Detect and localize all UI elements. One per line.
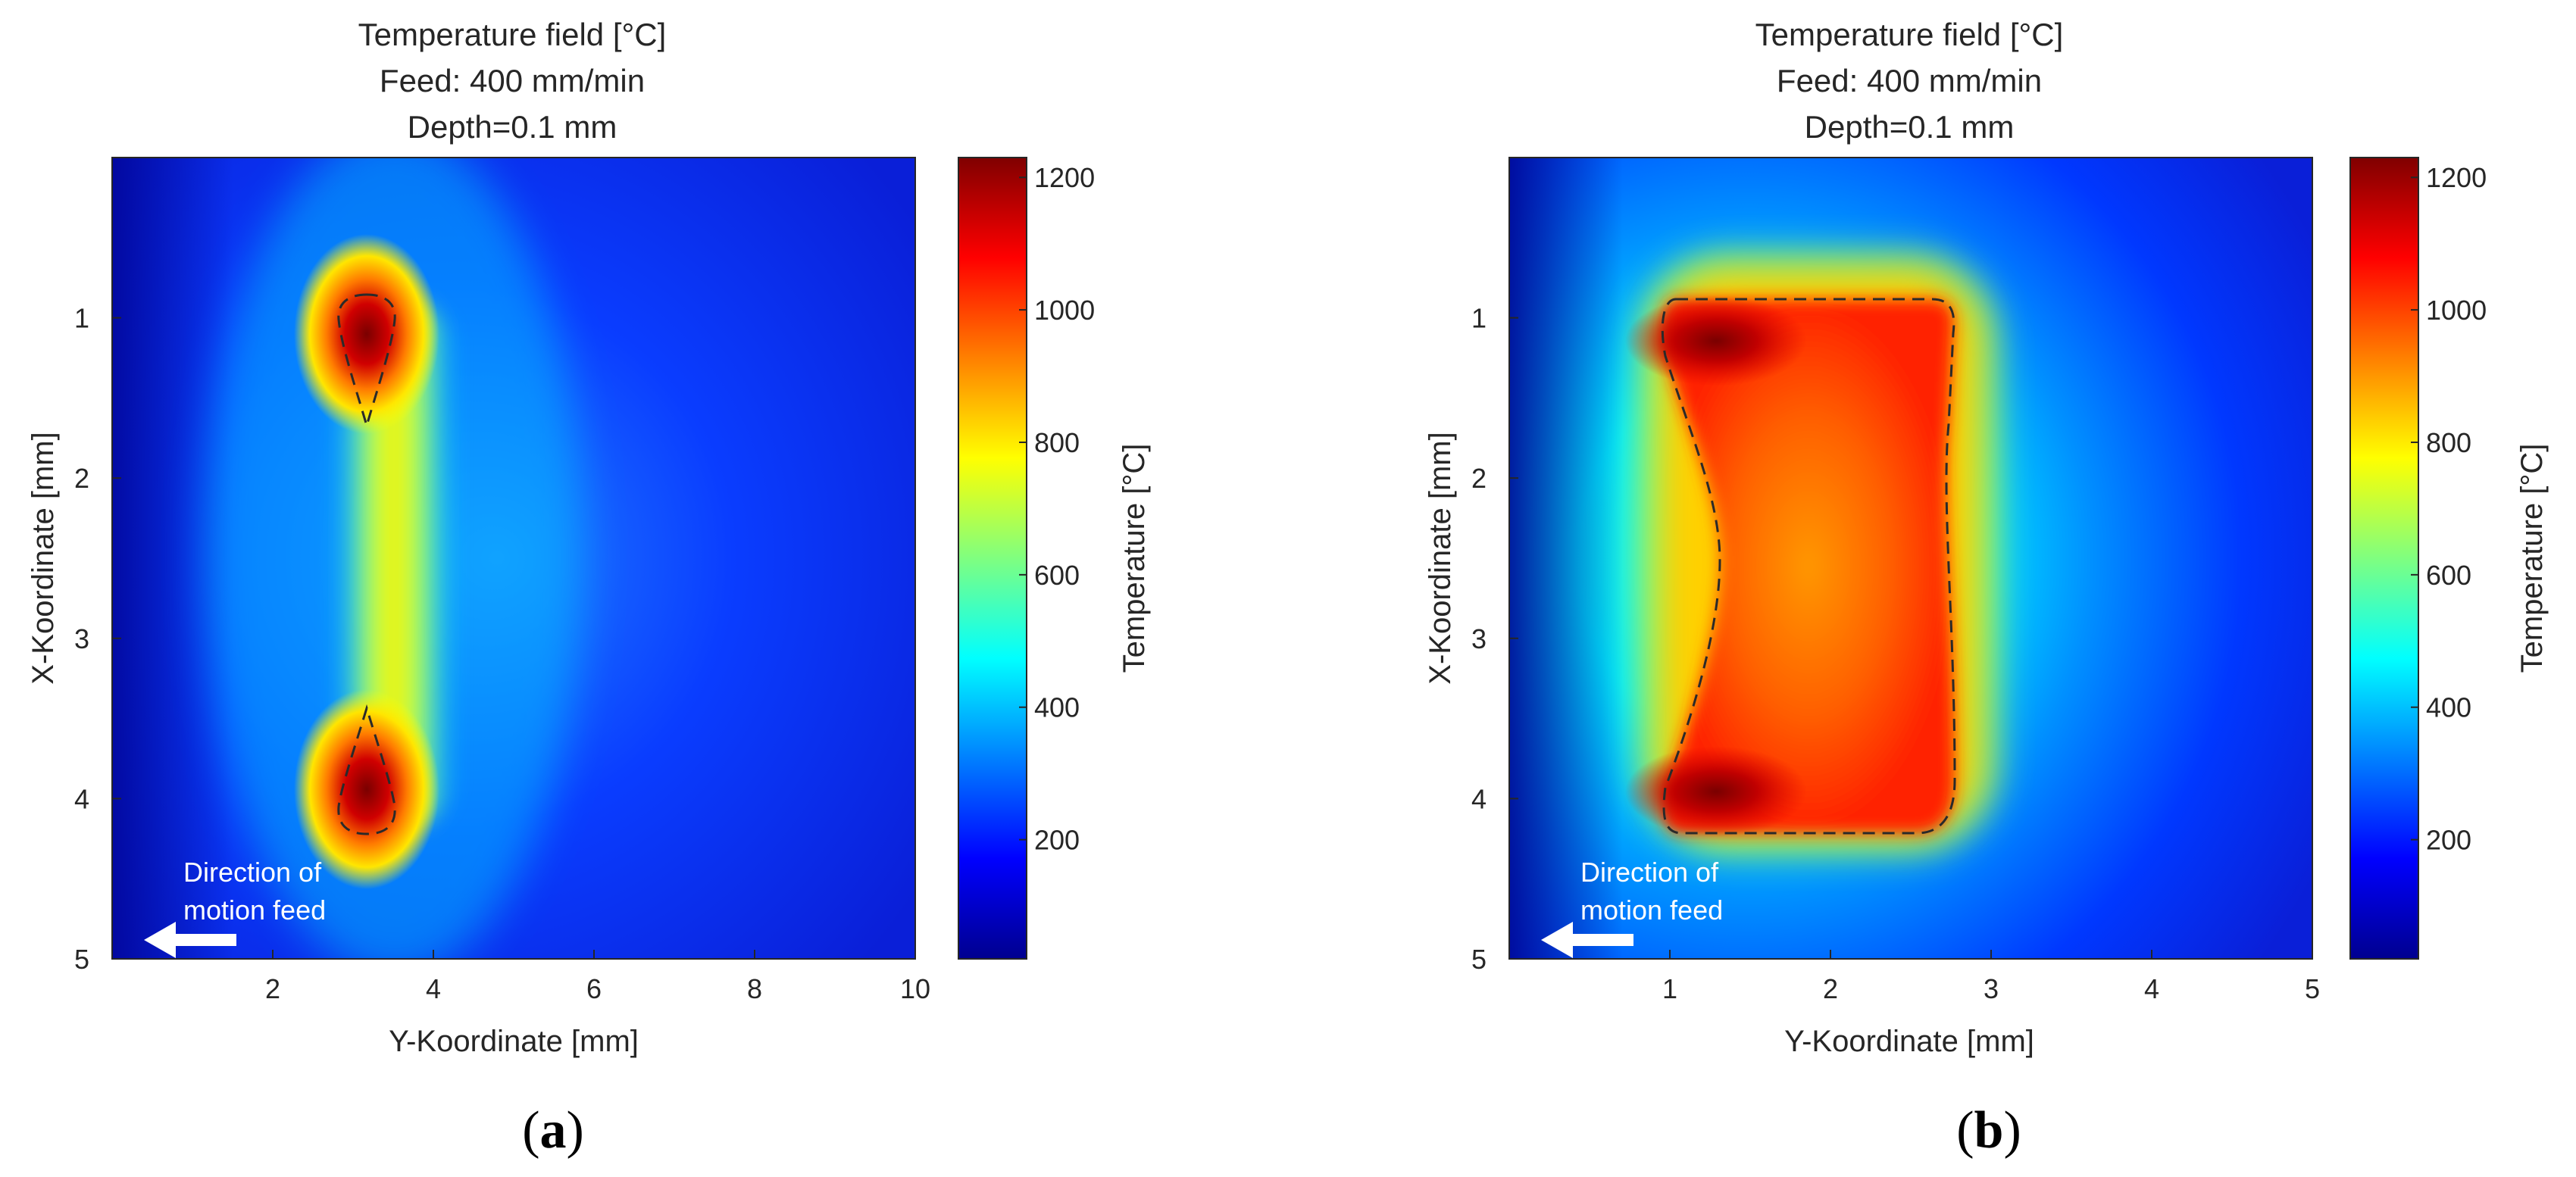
colorbar-tick-label: 400: [2426, 692, 2471, 723]
melt-region: [1662, 299, 1955, 833]
hot-spot-upper: [1625, 295, 1807, 386]
y-axis-ticks: 1 2 3 4 5: [74, 303, 121, 975]
hot-spot-lower: [1625, 746, 1807, 837]
x-tick-label: 1: [1662, 973, 1677, 1004]
x-tick-label: 2: [265, 973, 280, 1004]
motion-direction-label-line-2: motion feed: [1580, 894, 1723, 926]
x-tick-label: 2: [1823, 973, 1838, 1004]
y-axis-ticks: 1 2 3 4 5: [1471, 303, 1518, 975]
colorbar-tick-label: 1000: [2426, 295, 2487, 326]
chart-title-line-1: Temperature field [°C]: [358, 17, 667, 52]
x-axis-ticks: 2 4 6 8 10: [265, 950, 930, 1004]
x-axis-ticks: 1 2 3 4 5: [1662, 950, 2320, 1004]
y-tick-label: 5: [1471, 944, 1487, 975]
motion-direction-label-line-2: motion feed: [183, 894, 326, 926]
y-tick-label: 5: [74, 944, 89, 975]
melt-contour-lower: [337, 704, 396, 835]
y-tick-label: 4: [74, 783, 89, 814]
colorbar-tick-label: 800: [1034, 427, 1080, 458]
motion-direction-arrow: [1541, 922, 1633, 958]
chart-title-line-2: Feed: 400 mm/min: [380, 63, 645, 98]
colorbar-tick-label: 800: [2426, 427, 2471, 458]
heatmap-plot-area: Direction of motion feed: [112, 158, 915, 959]
motion-direction-label-line-1: Direction of: [183, 857, 322, 888]
colorbar-ticks: 200 400 600 800 1000 1200: [2411, 162, 2487, 856]
colorbar-ticks: 200 400 600 800 1000 1200: [1019, 162, 1095, 856]
x-tick-label: 6: [586, 973, 602, 1004]
temperature-field-chart-b: Temperature field [°C] Feed: 400 mm/min …: [1424, 17, 2549, 1160]
melt-contour: [1661, 298, 1956, 835]
motion-direction-label-line-1: Direction of: [1580, 857, 1719, 888]
colorbar-label: Temperature [°C]: [1118, 444, 1151, 673]
y-tick-label: 3: [74, 623, 89, 654]
chart-title-line-3: Depth=0.1 mm: [1805, 109, 2015, 145]
panel-label: (b): [1956, 1101, 2021, 1160]
y-axis-label: X-Koordinate [mm]: [1424, 432, 1457, 684]
x-axis-label: Y-Koordinate [mm]: [1784, 1025, 2034, 1058]
colorbar-tick-label: 1200: [2426, 162, 2487, 193]
colorbar-tick-label: 600: [1034, 560, 1080, 591]
chart-title-line-2: Feed: 400 mm/min: [1777, 63, 2042, 98]
colorbar-tick-label: 200: [2426, 825, 2471, 856]
y-tick-label: 2: [1471, 463, 1487, 494]
heatmap-cold-edge: [1509, 158, 1623, 959]
hot-spot-upper: [294, 234, 439, 434]
x-tick-label: 3: [1984, 973, 1999, 1004]
plot-frame: [111, 157, 916, 960]
y-tick-label: 1: [1471, 303, 1487, 334]
colorbar: [958, 157, 1027, 960]
y-tick-label: 1: [74, 303, 89, 334]
colorbar-tick-label: 1200: [1034, 162, 1095, 193]
x-tick-label: 10: [900, 973, 930, 1004]
colorbar: [2349, 157, 2419, 960]
x-tick-label: 8: [747, 973, 762, 1004]
y-axis-label: X-Koordinate [mm]: [27, 432, 60, 684]
motion-direction-arrow: [144, 922, 236, 958]
x-tick-label: 4: [2144, 973, 2159, 1004]
colorbar-label: Temperature [°C]: [2515, 444, 2549, 673]
colorbar-tick-label: 400: [1034, 692, 1080, 723]
y-tick-label: 4: [1471, 783, 1487, 814]
colorbar-tick-label: 1000: [1034, 295, 1095, 326]
plot-frame: [1508, 157, 2313, 960]
panel-b: Temperature field [°C] Feed: 400 mm/min …: [1288, 0, 2576, 1177]
x-tick-label: 4: [426, 973, 441, 1004]
heatmap-plot-area: Direction of motion feed: [1509, 158, 2312, 959]
panel-a: Temperature field [°C] Feed: 400 mm/min …: [27, 17, 1151, 1160]
colorbar-tick-label: 600: [2426, 560, 2471, 591]
chart-title-line-1: Temperature field [°C]: [1755, 17, 2064, 52]
x-axis-label: Y-Koordinate [mm]: [389, 1025, 639, 1058]
colorbar-tick-label: 200: [1034, 825, 1080, 856]
temperature-field-chart-a: Temperature field [°C] Feed: 400 mm/min …: [27, 17, 1151, 1160]
x-tick-label: 5: [2305, 973, 2320, 1004]
hot-spot-lower: [294, 689, 439, 889]
y-tick-label: 2: [74, 463, 89, 494]
panel-label: (a): [522, 1101, 584, 1160]
y-tick-label: 3: [1471, 623, 1487, 654]
chart-title-line-3: Depth=0.1 mm: [408, 109, 617, 145]
